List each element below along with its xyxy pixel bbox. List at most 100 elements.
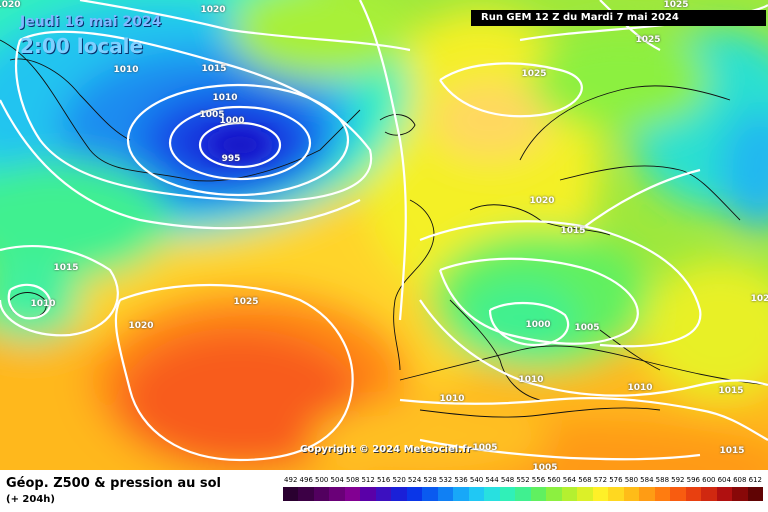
color-scale-swatch xyxy=(484,487,500,501)
isobar-label: 995 xyxy=(221,154,241,164)
color-scale-swatch xyxy=(654,487,671,501)
color-scale-label: 572 xyxy=(593,476,608,484)
color-scale-swatch xyxy=(747,487,764,501)
color-scale-label: 592 xyxy=(671,476,685,484)
isobar-label: 1025 xyxy=(663,0,689,10)
color-scale-swatch xyxy=(453,487,469,501)
isobar-label: 1010 xyxy=(627,383,653,393)
color-scale-swatch xyxy=(391,487,407,501)
isobar-label: 1000 xyxy=(525,320,551,330)
isobar-label: 1020 xyxy=(200,5,226,15)
isobar-label: 1025 xyxy=(233,297,259,307)
color-scale-label: 536 xyxy=(454,476,468,484)
color-scale-label: 568 xyxy=(578,476,592,484)
color-scale-swatch xyxy=(670,487,686,501)
isobar-label: 1025 xyxy=(521,69,547,79)
color-scale-label: 508 xyxy=(345,476,360,484)
color-scale-label: 516 xyxy=(376,476,391,484)
run-info: Run GEM 12 Z du Mardi 7 mai 2024 xyxy=(471,10,766,26)
forecast-time: 2:00 locale xyxy=(20,34,144,58)
isobar-label: 1005 xyxy=(472,443,498,453)
color-scale-label: 552 xyxy=(516,476,530,484)
color-scale-label: 556 xyxy=(531,476,546,484)
color-scale-swatch xyxy=(577,487,593,501)
isobar-label: 1020 xyxy=(529,196,555,206)
isobar-label: 1005 xyxy=(199,110,225,120)
color-scale-label: 528 xyxy=(423,476,437,484)
forecast-date: Jeudi 16 mai 2024 xyxy=(20,14,162,30)
color-scale-label: 524 xyxy=(407,476,422,484)
color-scale-label: 588 xyxy=(655,476,670,484)
color-scale-label: 604 xyxy=(717,476,731,484)
color-scale-swatch xyxy=(468,487,485,501)
isobar-label: 1025 xyxy=(635,35,661,45)
color-scale-swatch xyxy=(608,487,624,501)
isobar-label: 1015 xyxy=(201,64,227,74)
color-scale-label: 504 xyxy=(330,476,344,484)
color-scale-swatch xyxy=(360,487,376,501)
isobar-label: 1015 xyxy=(53,263,79,273)
color-scale-label: 608 xyxy=(733,476,747,484)
color-scale-swatch xyxy=(375,487,392,501)
color-scale-swatch xyxy=(283,487,299,501)
color-scale-label: 500 xyxy=(315,476,329,484)
color-scale-label: 560 xyxy=(547,476,561,484)
color-scale-label: 580 xyxy=(624,476,639,484)
color-scale-label: 496 xyxy=(299,476,313,484)
color-scale-label: 612 xyxy=(748,476,762,484)
isobar-label: 1020 xyxy=(0,0,21,10)
color-scale-bar xyxy=(283,487,764,501)
color-scale-label: 520 xyxy=(392,476,406,484)
forecast-offset: (+ 204h) xyxy=(6,494,55,505)
color-scale-label: 532 xyxy=(438,476,453,484)
weather-map: 1020102010251025102510151010101010051000… xyxy=(0,0,768,470)
color-scale-label: 584 xyxy=(640,476,654,484)
isobar-label: 1010 xyxy=(212,93,238,103)
low-center xyxy=(212,129,268,161)
color-scale-swatch xyxy=(623,487,640,501)
isobar-label: 1005 xyxy=(532,463,558,470)
color-scale-label: 596 xyxy=(686,476,700,484)
isobar-label: 1020 xyxy=(128,321,154,331)
isobar-label: 1010 xyxy=(30,299,56,309)
isobar-label: 1015 xyxy=(719,446,745,456)
color-scale-swatch xyxy=(592,487,609,501)
isobar-label: 102 xyxy=(750,294,768,304)
isobar-label: 1010 xyxy=(113,65,139,75)
color-scale-swatch xyxy=(716,487,733,501)
color-scale-swatch xyxy=(422,487,438,501)
isobar-label: 1000 xyxy=(219,116,245,126)
copyright: Copyright © 2024 Meteociel.fr xyxy=(300,444,472,455)
color-scale-label: 600 xyxy=(702,476,716,484)
color-scale-swatch xyxy=(701,487,717,501)
color-scale-swatch xyxy=(437,487,454,501)
color-scale-swatch xyxy=(329,487,345,501)
color-scale-swatch xyxy=(344,487,361,501)
color-scale-label: 564 xyxy=(562,476,577,484)
color-scale-labels: 492 496 500 504 508 512 516 520 524 528 532 536 540 5… xyxy=(283,476,763,486)
color-scale-label: 548 xyxy=(500,476,515,484)
color-scale-label: 540 xyxy=(469,476,484,484)
color-scale-swatch xyxy=(639,487,655,501)
color-scale-label: 512 xyxy=(361,476,375,484)
color-scale-swatch xyxy=(406,487,423,501)
color-scale-swatch xyxy=(499,487,516,501)
color-scale-swatch xyxy=(546,487,562,501)
color-scale-label: 492 xyxy=(284,476,298,484)
isobar-label: 1015 xyxy=(560,226,586,236)
color-scale-swatch xyxy=(732,487,748,501)
color-scale-swatch xyxy=(313,487,330,501)
color-scale-label: 544 xyxy=(485,476,499,484)
isobar-label: 1015 xyxy=(718,386,744,396)
map-title: Géop. Z500 & pression au sol xyxy=(6,476,221,491)
color-scale-swatch xyxy=(298,487,314,501)
coastlines xyxy=(0,39,768,418)
isobar-label: 1010 xyxy=(439,394,465,404)
color-scale-swatch xyxy=(515,487,531,501)
color-scale-label: 576 xyxy=(609,476,623,484)
isobar-label: 1010 xyxy=(518,375,544,385)
map-canvas xyxy=(0,0,768,470)
color-scale-swatch xyxy=(685,487,702,501)
isobar-label: 1005 xyxy=(574,323,600,333)
color-scale-swatch xyxy=(530,487,547,501)
